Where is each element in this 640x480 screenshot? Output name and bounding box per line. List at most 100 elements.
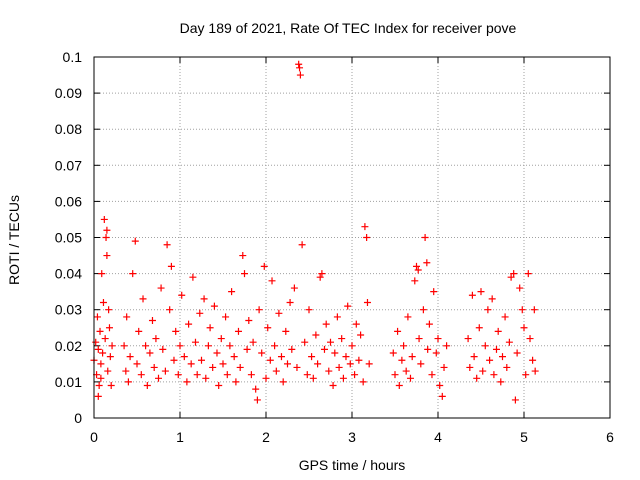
data-point — [338, 335, 346, 343]
data-point — [202, 374, 210, 382]
data-point — [161, 367, 169, 375]
data-point — [92, 338, 100, 346]
data-point — [200, 295, 208, 303]
data-point — [473, 374, 481, 382]
data-point — [290, 284, 298, 292]
y-tick-label: 0.03 — [55, 302, 82, 318]
data-point — [316, 273, 324, 281]
data-point — [348, 342, 356, 350]
y-tick-label: 0.05 — [55, 230, 82, 246]
data-point — [163, 241, 171, 249]
data-point — [414, 266, 422, 274]
data-point — [438, 392, 446, 400]
data-point — [174, 371, 182, 379]
data-point — [430, 288, 438, 296]
data-point — [488, 295, 496, 303]
data-point — [124, 378, 132, 386]
data-point — [266, 356, 274, 364]
data-point — [303, 371, 311, 379]
data-point — [424, 345, 432, 353]
data-point — [425, 320, 433, 328]
data-point — [245, 317, 253, 325]
data-point — [96, 327, 104, 335]
y-tick-label: 0.01 — [55, 374, 82, 390]
data-point — [204, 342, 212, 350]
data-point — [185, 320, 193, 328]
data-point — [249, 338, 257, 346]
data-point — [510, 270, 518, 278]
data-point — [210, 302, 218, 310]
y-tick-label: 0.09 — [55, 85, 82, 101]
data-point — [402, 367, 410, 375]
data-point — [468, 291, 476, 299]
data-point — [398, 356, 406, 364]
data-point — [152, 335, 160, 343]
data-point — [352, 320, 360, 328]
data-point — [389, 349, 397, 357]
x-tick-label: 1 — [176, 429, 184, 445]
y-tick-label: 0.06 — [55, 193, 82, 209]
data-point — [94, 345, 102, 353]
x-axis-tick-labels: 0 1 2 3 4 5 6 — [90, 429, 614, 445]
data-point — [178, 291, 186, 299]
data-point — [531, 367, 539, 375]
data-point — [524, 270, 532, 278]
data-point — [99, 298, 107, 306]
data-point — [222, 313, 230, 321]
x-axis-label: GPS time / hours — [299, 457, 406, 473]
data-point — [198, 356, 205, 364]
data-point — [105, 324, 113, 332]
x-tick-label: 6 — [606, 429, 614, 445]
data-point — [193, 371, 201, 379]
data-point — [346, 360, 354, 368]
data-point — [129, 270, 137, 278]
data-point — [93, 313, 101, 321]
data-point — [232, 378, 240, 386]
data-point — [226, 342, 234, 350]
data-point — [268, 277, 276, 285]
data-point — [522, 371, 530, 379]
data-point — [404, 313, 412, 321]
data-point — [344, 302, 352, 310]
data-point — [400, 342, 408, 350]
data-point — [217, 335, 225, 343]
data-point — [288, 345, 296, 353]
data-point — [394, 327, 402, 335]
data-point — [327, 338, 334, 346]
data-point — [139, 295, 147, 303]
data-point — [365, 360, 373, 368]
data-point — [497, 378, 505, 386]
data-point — [167, 262, 175, 270]
data-point — [236, 363, 244, 371]
data-point — [296, 64, 304, 72]
data-points — [90, 60, 539, 404]
data-point — [103, 252, 111, 260]
x-tick-label: 2 — [262, 429, 270, 445]
data-point — [331, 349, 339, 357]
data-point — [305, 306, 313, 314]
data-point — [529, 356, 537, 364]
data-point — [423, 259, 431, 267]
data-point — [432, 349, 440, 357]
data-point — [363, 298, 371, 306]
data-point — [284, 360, 291, 368]
data-point — [434, 335, 442, 343]
data-point — [530, 306, 538, 314]
data-point — [335, 363, 343, 371]
data-point — [333, 313, 341, 321]
data-point — [320, 345, 328, 353]
y-tick-label: 0 — [74, 410, 82, 426]
data-point — [191, 338, 199, 346]
data-point — [95, 382, 103, 390]
data-point — [312, 331, 320, 339]
data-point — [499, 353, 506, 361]
data-point — [339, 374, 347, 382]
data-point — [518, 306, 526, 314]
data-point — [148, 317, 156, 325]
data-point — [106, 353, 114, 361]
data-point — [492, 345, 500, 353]
data-point — [309, 374, 317, 382]
x-tick-label: 5 — [520, 429, 528, 445]
data-point — [391, 371, 399, 379]
data-point — [206, 324, 214, 332]
